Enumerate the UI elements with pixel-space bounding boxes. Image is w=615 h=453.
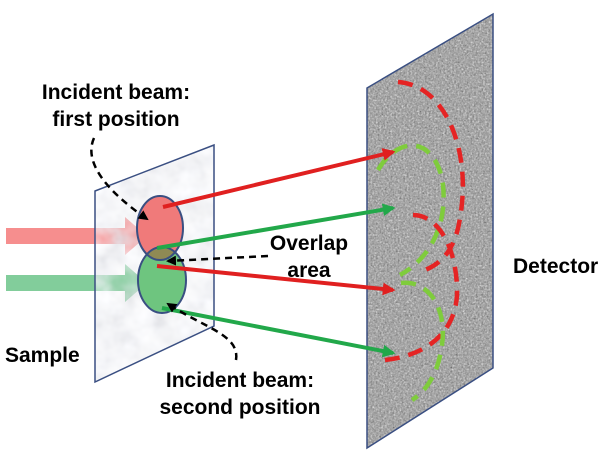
green-ring-first [376, 143, 446, 277]
second-position-label-line1: Incident beam: [166, 369, 314, 392]
red-scatter-lower [156, 264, 396, 296]
detector-plane [366, 12, 494, 450]
red-scatter-upper [162, 148, 396, 209]
first-position-spot-outline [136, 195, 184, 261]
pointer-arrows [90, 137, 269, 361]
scattered-beams [156, 148, 396, 358]
overlap-pointer [166, 254, 269, 266]
first-position-pointer [90, 137, 149, 221]
overlap-label-line1: Overlap [270, 232, 348, 255]
second-position-label-line2: second position [159, 396, 320, 419]
first-position-label-line1: Incident beam: [42, 81, 190, 104]
sample-outline [94, 143, 215, 384]
green-ring-second [400, 280, 446, 402]
red-ring-second [384, 212, 460, 363]
incident-beams [6, 217, 147, 302]
second-position-pointer [166, 302, 238, 361]
sample-label: Sample [5, 344, 80, 367]
first-position-label-line2: first position [52, 108, 179, 131]
green-scatter-upper [156, 203, 396, 250]
diffraction-rings [376, 79, 466, 402]
red-ring-first-upper [397, 79, 466, 273]
detector-speckle [367, 14, 493, 448]
overlap-label-line2: area [287, 259, 331, 282]
labels: Incident beam: first position Overlap ar… [5, 81, 598, 419]
detector-outline [366, 12, 494, 450]
incident-beam-green [6, 264, 147, 302]
incident-beam-red [6, 217, 147, 255]
detector-label: Detector [513, 255, 598, 278]
green-scatter-lower [161, 306, 396, 358]
